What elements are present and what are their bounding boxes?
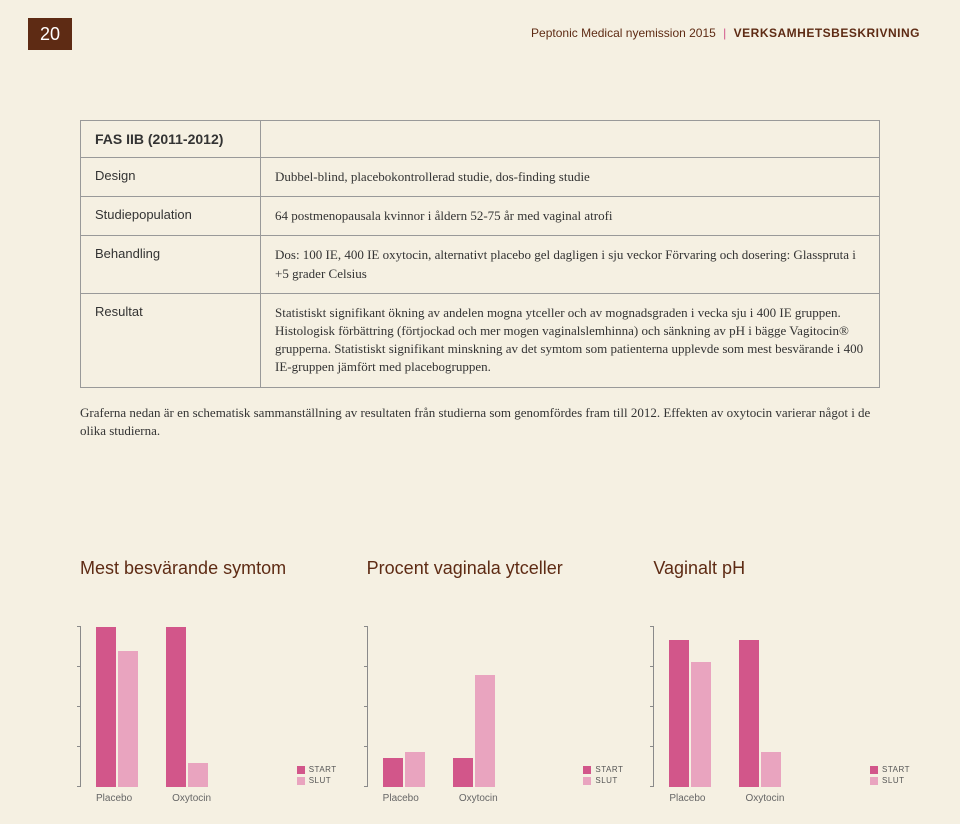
legend-swatch-slut xyxy=(297,777,305,785)
bar-slut xyxy=(188,763,208,787)
bar-pair xyxy=(383,752,425,787)
page-header: Peptonic Medical nyemission 2015 | VERKS… xyxy=(531,26,920,40)
bars-group xyxy=(669,627,900,787)
bars-group xyxy=(383,627,614,787)
chart-block: Procent vaginala ytceller STARTSLUT Placeb… xyxy=(367,558,614,804)
chart-area: STARTSLUT xyxy=(653,607,900,787)
table-row-value: Statistiskt signifikant ökning av andele… xyxy=(261,293,880,387)
x-label: Oxytocin xyxy=(459,793,498,804)
bar-slut xyxy=(118,651,138,787)
x-labels: Placebo Oxytocin xyxy=(653,793,900,804)
bar-start xyxy=(166,627,186,787)
bar-pair xyxy=(166,627,208,787)
chart-title: Mest besvärande symtom xyxy=(80,558,327,579)
axis-tick xyxy=(364,706,368,707)
axis-tick xyxy=(77,746,81,747)
chart-legend: START SLUT xyxy=(870,763,910,787)
axis-tick xyxy=(650,626,654,627)
chart-title: Vaginalt pH xyxy=(653,558,900,579)
bar-start xyxy=(453,758,473,787)
bar-start xyxy=(383,758,403,787)
legend-label-start: START xyxy=(882,765,910,774)
axis-tick xyxy=(77,786,81,787)
main-content: FAS IIB (2011-2012) DesignDubbel-blind, … xyxy=(80,120,880,440)
legend-swatch-start xyxy=(297,766,305,774)
bars-group xyxy=(96,627,327,787)
chart-area: STARTSLUT xyxy=(80,607,327,787)
chart-block: Vaginalt pH STARTSLUT Placebo Oxytocin xyxy=(653,558,900,804)
axis-tick xyxy=(650,746,654,747)
x-labels: Placebo Oxytocin xyxy=(367,793,614,804)
axis-tick xyxy=(364,746,368,747)
header-separator: | xyxy=(723,26,726,40)
legend-label-slut: SLUT xyxy=(882,776,904,785)
axis-tick xyxy=(650,786,654,787)
header-right: VERKSAMHETSBESKRIVNING xyxy=(734,26,920,40)
bar-start xyxy=(96,627,116,787)
page-number-badge: 20 xyxy=(28,18,72,50)
x-labels: Placebo Oxytocin xyxy=(80,793,327,804)
table-row-label: Studiepopulation xyxy=(81,197,261,236)
bar-pair xyxy=(96,627,138,787)
legend-swatch-start xyxy=(870,766,878,774)
chart-block: Mest besvärande symtom STARTSLUT Placebo Ox… xyxy=(80,558,327,804)
header-left: Peptonic Medical nyemission 2015 xyxy=(531,26,716,40)
fas-header-cell: FAS IIB (2011-2012) xyxy=(81,121,261,158)
y-axis xyxy=(80,627,88,787)
bar-start xyxy=(739,640,759,787)
table-row-label: Design xyxy=(81,158,261,197)
axis-tick xyxy=(77,666,81,667)
axis-tick xyxy=(650,706,654,707)
chart-title: Procent vaginala ytceller xyxy=(367,558,614,579)
x-label: Oxytocin xyxy=(745,793,784,804)
legend-label-slut: SLUT xyxy=(595,776,617,785)
axis-tick xyxy=(650,666,654,667)
table-row-value: 64 postmenopausala kvinnor i åldern 52-7… xyxy=(261,197,880,236)
bar-pair xyxy=(739,640,781,787)
x-label: Oxytocin xyxy=(172,793,211,804)
table-row-label: Resultat xyxy=(81,293,261,387)
bar-pair xyxy=(453,675,495,787)
below-table-text: Graferna nedan är en schematisk sammanst… xyxy=(80,404,880,440)
chart-legend: START SLUT xyxy=(583,763,623,787)
table-row-label: Behandling xyxy=(81,236,261,293)
bar-slut xyxy=(475,675,495,787)
fas-header-empty xyxy=(261,121,880,158)
legend-label-start: START xyxy=(595,765,623,774)
table-row-value: Dubbel-blind, placebokontrollerad studie… xyxy=(261,158,880,197)
legend-swatch-slut xyxy=(870,777,878,785)
legend-swatch-start xyxy=(583,766,591,774)
bar-slut xyxy=(761,752,781,787)
bar-slut xyxy=(691,662,711,787)
x-label: Placebo xyxy=(383,793,419,804)
chart-area: STARTSLUT xyxy=(367,607,614,787)
axis-tick xyxy=(364,626,368,627)
legend-label-start: START xyxy=(309,765,337,774)
x-label: Placebo xyxy=(96,793,132,804)
table-row-value: Dos: 100 IE, 400 IE oxytocin, alternativ… xyxy=(261,236,880,293)
bar-slut xyxy=(405,752,425,787)
axis-tick xyxy=(77,706,81,707)
bar-pair xyxy=(669,640,711,787)
bar-start xyxy=(669,640,689,787)
study-table: FAS IIB (2011-2012) DesignDubbel-blind, … xyxy=(80,120,880,388)
axis-tick xyxy=(364,666,368,667)
y-axis xyxy=(367,627,375,787)
y-axis xyxy=(653,627,661,787)
axis-tick xyxy=(364,786,368,787)
charts-row: Mest besvärande symtom START SLUT Placebo Ox… xyxy=(80,558,900,804)
axis-tick xyxy=(77,626,81,627)
chart-legend: START SLUT xyxy=(297,763,337,787)
legend-swatch-slut xyxy=(583,777,591,785)
legend-label-slut: SLUT xyxy=(309,776,331,785)
x-label: Placebo xyxy=(669,793,705,804)
